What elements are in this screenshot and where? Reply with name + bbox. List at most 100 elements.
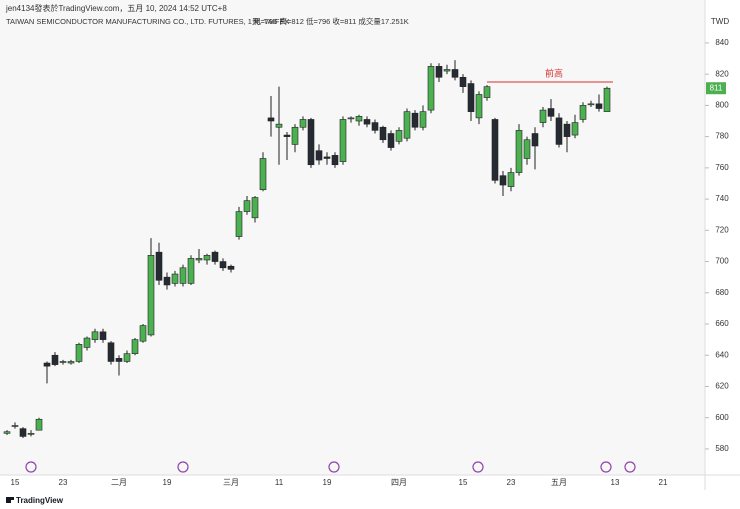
x-tick-label: 二月 [111, 478, 127, 487]
event-icons [25, 461, 636, 473]
candle-body [51, 354, 59, 365]
candle-body [163, 276, 171, 286]
candle-body [115, 358, 123, 362]
y-tick-label: 620 [715, 382, 729, 391]
candle-body [539, 109, 547, 123]
candle-body [27, 433, 35, 435]
candle-body [243, 200, 251, 212]
candle-body [203, 255, 211, 261]
candle-body [451, 69, 459, 78]
x-tick-label: 15 [11, 478, 20, 487]
y-tick-label: 760 [715, 163, 729, 172]
candle-body [11, 425, 19, 427]
candle-body [83, 337, 91, 348]
x-tick-label: 23 [59, 478, 68, 487]
candle-body [379, 126, 387, 141]
logo [6, 497, 14, 503]
x-tick-label: 19 [323, 478, 332, 487]
candle-body [331, 155, 339, 166]
y-tick-label: 680 [715, 288, 729, 297]
candle-body [323, 156, 331, 159]
candle-body [603, 87, 611, 112]
candle-body [139, 325, 147, 342]
brand: TradingView [16, 496, 64, 505]
plot-area [0, 0, 705, 475]
candle-body [595, 103, 603, 109]
candle-body [419, 111, 427, 128]
candle-body [579, 105, 587, 120]
candle-body [427, 66, 435, 111]
candle-body [523, 139, 531, 159]
price-tag [706, 82, 726, 95]
candle-body [587, 103, 595, 106]
y-tick-label: 820 [715, 69, 729, 78]
candle-body [147, 255, 155, 336]
candle-body [555, 117, 563, 145]
x-tick-label: 21 [659, 478, 668, 487]
candle-body [435, 66, 443, 78]
candle-body [395, 130, 403, 142]
y-tick-label: 740 [715, 194, 729, 203]
candle-body [227, 265, 235, 270]
candle-body [491, 119, 499, 181]
x-tick-label: 23 [507, 478, 516, 487]
ohlc-info: 開=796 高=812 低=796 收=811 成交量17.251K [253, 16, 409, 26]
event-icon[interactable] [624, 461, 636, 473]
candle-body [59, 361, 67, 363]
candle-body [267, 117, 275, 122]
candle-body [339, 119, 347, 162]
candle-body [67, 361, 75, 364]
event-icon[interactable] [600, 461, 612, 473]
candle-body [411, 112, 419, 128]
x-tick-label: 13 [611, 478, 620, 487]
y-tick-label: 600 [715, 413, 729, 422]
candle-body [371, 122, 379, 131]
candle-body [283, 134, 291, 137]
event-icon[interactable] [472, 461, 484, 473]
symbol-info: TAIWAN SEMICONDUCTOR MANUFACTURING CO., … [6, 17, 289, 26]
annotation-label: 前高 [545, 67, 563, 78]
candle-body [259, 158, 267, 191]
candle-body [507, 172, 515, 187]
currency: TWD [711, 17, 729, 26]
candle-body [35, 418, 43, 431]
event-icon[interactable] [177, 461, 189, 473]
candle-body [155, 251, 163, 281]
x-tick-label: 11 [275, 478, 284, 487]
candle-body [3, 431, 11, 434]
y-tick-label: 640 [715, 350, 729, 359]
event-icon[interactable] [328, 461, 340, 473]
x-tick-label: 三月 [223, 478, 239, 487]
candle-body [187, 258, 195, 284]
candle-body [363, 119, 371, 125]
candle-body [571, 122, 579, 136]
event-icon[interactable] [25, 461, 37, 473]
candle-body [307, 119, 315, 166]
candle-body [483, 86, 491, 98]
y-tick-label: 840 [715, 38, 729, 47]
candle-body [347, 117, 355, 120]
candle-body [235, 211, 243, 237]
candle-body [355, 116, 363, 122]
candle-body [475, 94, 483, 119]
candle-body [291, 126, 299, 145]
y-tick-label: 720 [715, 225, 729, 234]
candle-body [403, 111, 411, 139]
x-tick-label: 19 [163, 478, 172, 487]
y-tick-label: 700 [715, 257, 729, 266]
candle-body [179, 267, 187, 284]
candle-body [515, 130, 523, 173]
candle-body [563, 123, 571, 137]
candle-body [467, 83, 475, 112]
candle-body [251, 197, 259, 219]
candle-body [443, 69, 451, 72]
candle-body [499, 175, 507, 186]
candle-body [99, 331, 107, 340]
candle-body [107, 342, 115, 362]
y-tick-label: 580 [715, 444, 729, 453]
x-tick-label: 五月 [551, 478, 567, 487]
price-tag-label: 811 [710, 83, 723, 92]
candle-body [531, 133, 539, 147]
